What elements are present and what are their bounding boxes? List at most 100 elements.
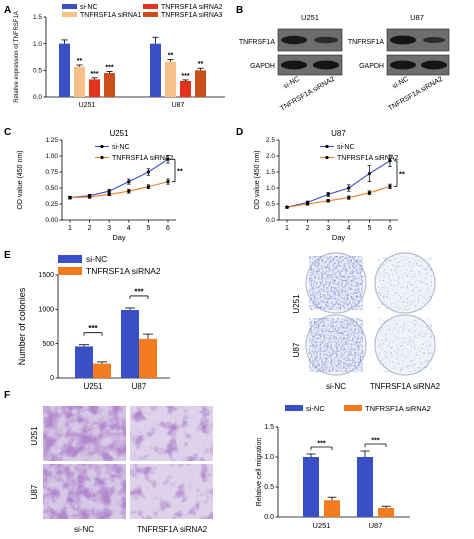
y-tick-label: 1000	[38, 307, 54, 314]
y-tick-label: 1.0	[264, 454, 274, 461]
legend-marker	[100, 144, 104, 149]
panel-label-e: E	[4, 250, 11, 261]
y-axis-label: Relative expression of TNFRSF1A	[14, 11, 20, 103]
panel-label-c: C	[4, 127, 11, 138]
legend-label: TNFRSF1A siRNA3	[161, 12, 223, 19]
significance-marker: **	[77, 58, 83, 65]
series-line-1	[69, 181, 169, 199]
dish-colonies	[309, 318, 363, 372]
migration-col-label: TNFRSF1A siRNA2	[137, 525, 208, 534]
legend-swatch	[62, 12, 77, 17]
y-tick-label: 0.25	[45, 201, 58, 208]
significance-marker: ***	[90, 71, 98, 78]
blot-row-label: TNFRSF1A	[239, 39, 276, 46]
x-category-label: U251	[313, 521, 331, 530]
x-axis-label: Day	[332, 233, 346, 242]
y-tick-label: 1500	[38, 272, 54, 279]
panel-label-f: F	[4, 390, 10, 401]
blot-lane-label: si-NC	[282, 76, 301, 91]
blot-title-u251: U251	[301, 13, 319, 22]
legend-label: si-NC	[337, 144, 355, 151]
chart-e-colonies: 0 500 1000 1500 Number of colonies U251 U87 ***…	[17, 254, 170, 391]
colony-col-label: si-NC	[326, 382, 346, 391]
y-tick-label: 1.5	[33, 14, 42, 21]
y-tick-label: 0.5	[33, 68, 42, 75]
legend-swatch	[58, 255, 82, 263]
legend-label: TNFRSF1A siRNA2	[337, 155, 399, 162]
data-point	[146, 185, 150, 189]
x-tick-label: 1	[285, 225, 289, 232]
y-tick-label: 0.0	[33, 94, 42, 101]
chart-d-u87-growth: 0.0 0.5 1.0 1.5 2.0 2.5 1 2 3 4 5 6 Day OD value (450…	[254, 129, 405, 242]
y-tick-label: 2.0	[266, 153, 275, 160]
blot-row-label: GAPDH	[359, 63, 384, 70]
bar	[89, 79, 100, 97]
x-category-label: U87	[369, 521, 383, 530]
colony-row-label-u251: U251	[292, 294, 301, 314]
data-point	[347, 196, 351, 200]
legend-label: si-NC	[112, 144, 130, 151]
blot-band	[313, 60, 339, 70]
bar	[180, 81, 191, 97]
significance-marker: ***	[317, 441, 325, 448]
bar	[93, 363, 111, 378]
data-point	[107, 189, 111, 193]
y-axis-label: OD value (450 nm)	[254, 150, 261, 209]
y-tick-label: 1.25	[45, 137, 58, 144]
y-axis-label: OD value (450 nm)	[17, 150, 24, 209]
blot-band	[390, 35, 416, 45]
significance-marker: ***	[134, 287, 144, 296]
x-tick-label: 5	[146, 225, 150, 232]
legend-label: si-NC	[86, 254, 107, 264]
data-point	[367, 172, 371, 176]
legend-label: TNFRSF1A siRNA1	[80, 12, 142, 19]
blot-membrane	[277, 54, 343, 76]
blot-title-u87: U87	[410, 13, 424, 22]
y-tick-label: 2.5	[266, 137, 275, 144]
y-tick-label: 0.50	[45, 185, 58, 192]
micrograph-cells	[43, 464, 126, 519]
y-tick-label: 0.5	[266, 201, 275, 208]
legend-marker	[325, 144, 329, 149]
blot-row-label: GAPDH	[250, 63, 275, 70]
y-tick-label: 0.00	[45, 217, 58, 224]
blot-band	[421, 60, 447, 70]
data-point	[306, 202, 310, 206]
significance-marker: **	[168, 53, 174, 60]
bar	[324, 500, 340, 517]
blot-membrane	[277, 28, 343, 52]
significance-marker: ***	[105, 64, 113, 71]
blot-lane-label: si-NC	[391, 76, 410, 91]
panel-label-a: A	[4, 5, 11, 16]
western-blot-u87: U87 TNFRSF1A GAPDH si-NC TNFRSF1A siRNA2	[348, 13, 450, 112]
chart-c-u251-growth: 0.00 0.25 0.50 0.75 1.00 1.25 1 2 3 4 5 6 Day OD valu…	[17, 129, 183, 242]
blot-membrane	[386, 28, 450, 52]
y-tick-label: 500	[42, 341, 54, 348]
data-point	[68, 196, 72, 200]
legend-swatch	[58, 267, 82, 275]
legend-swatch	[143, 4, 158, 9]
bar	[303, 457, 319, 517]
blot-band	[314, 36, 338, 44]
x-tick-label: 5	[367, 225, 371, 232]
significance-marker: **	[198, 61, 204, 68]
data-point	[127, 189, 131, 193]
bar	[74, 66, 85, 97]
legend-label: TNFRSF1A siRNA2	[112, 155, 174, 162]
dish-colonies	[378, 256, 432, 310]
panel-label-b: B	[236, 5, 243, 16]
x-tick-label: 2	[88, 225, 92, 232]
blot-row-label: TNFRSF1A	[348, 39, 385, 46]
legend-swatch	[344, 405, 362, 411]
micrograph-cells	[130, 406, 213, 461]
migration-col-label: si-NC	[74, 525, 94, 534]
y-tick-label: 0.0	[266, 217, 275, 224]
data-point	[388, 184, 392, 188]
y-tick-label: 1.0	[266, 185, 275, 192]
legend-swatch	[62, 4, 77, 9]
x-category-label: U87	[132, 382, 147, 391]
panel-label-d: D	[236, 127, 243, 138]
colony-row-label-u87: U87	[292, 342, 301, 357]
